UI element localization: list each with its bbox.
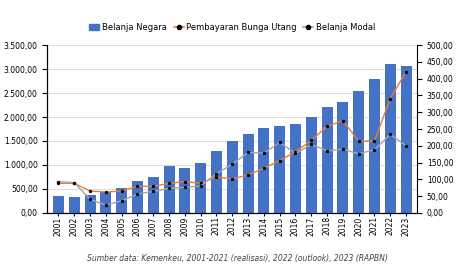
Bar bbox=[100, 192, 111, 213]
Bar bbox=[132, 181, 143, 213]
Bar bbox=[353, 91, 364, 213]
Bar bbox=[148, 177, 159, 213]
Bar bbox=[274, 126, 285, 213]
Bar bbox=[243, 134, 254, 213]
Bar bbox=[69, 197, 80, 213]
Legend: Belanja Negara, Pembayaran Bunga Utang, Belanja Modal: Belanja Negara, Pembayaran Bunga Utang, … bbox=[86, 19, 378, 35]
Bar bbox=[179, 168, 191, 213]
Text: Sumber data: Kemenkeu, 2001-2021 (realisasi), 2022 (outlook), 2023 (RAPBN): Sumber data: Kemenkeu, 2001-2021 (realis… bbox=[87, 254, 387, 263]
Bar bbox=[258, 128, 269, 213]
Bar bbox=[369, 80, 380, 213]
Bar bbox=[211, 151, 222, 213]
Bar bbox=[290, 123, 301, 213]
Bar bbox=[84, 195, 96, 213]
Bar bbox=[321, 107, 333, 213]
Bar bbox=[116, 188, 127, 213]
Bar bbox=[401, 66, 411, 213]
Bar bbox=[227, 142, 238, 213]
Bar bbox=[53, 197, 64, 213]
Bar bbox=[195, 163, 206, 213]
Bar bbox=[385, 64, 396, 213]
Bar bbox=[337, 102, 348, 213]
Bar bbox=[306, 117, 317, 213]
Bar bbox=[164, 166, 174, 213]
